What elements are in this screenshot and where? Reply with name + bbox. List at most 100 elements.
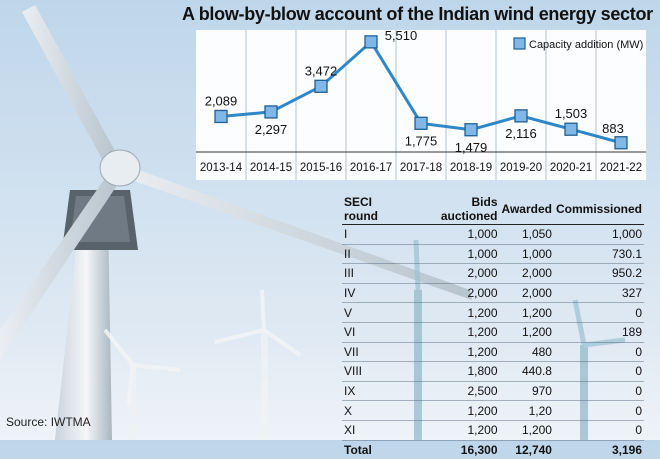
legend-swatch bbox=[514, 38, 525, 49]
table-cell: III bbox=[342, 264, 410, 284]
x-tick-label: 2015-16 bbox=[300, 162, 342, 174]
data-point bbox=[365, 36, 377, 48]
table-cell: VIII bbox=[342, 362, 410, 382]
small-turbine bbox=[215, 290, 300, 440]
table-cell: 1,20 bbox=[500, 401, 554, 421]
table-cell: 0 bbox=[554, 381, 644, 401]
x-tick-label: 2019-20 bbox=[500, 162, 542, 174]
data-point bbox=[315, 80, 327, 92]
table-cell: 1,200 bbox=[410, 322, 499, 342]
table-cell: 440.8 bbox=[500, 362, 554, 382]
table-cell: 1,000 bbox=[410, 225, 499, 245]
table-cell: 0 bbox=[554, 401, 644, 421]
data-point bbox=[215, 110, 227, 122]
table-cell: 1,000 bbox=[554, 225, 644, 245]
table-cell: 2,000 bbox=[410, 264, 499, 284]
table-cell: XI bbox=[342, 420, 410, 440]
data-point bbox=[465, 124, 477, 136]
data-point bbox=[415, 117, 427, 129]
table-cell: Total bbox=[342, 440, 410, 459]
table-cell: 2,000 bbox=[500, 283, 554, 303]
table-cell: 0 bbox=[554, 420, 644, 440]
table-cell: 1,200 bbox=[410, 303, 499, 323]
table-cell: 0 bbox=[554, 362, 644, 382]
data-label: 2,089 bbox=[205, 93, 238, 108]
table-cell: X bbox=[342, 401, 410, 421]
table-cell: 480 bbox=[500, 342, 554, 362]
table-cell: 1,050 bbox=[500, 225, 554, 245]
table-cell: 1,000 bbox=[500, 244, 554, 264]
table-cell: 2,500 bbox=[410, 381, 499, 401]
x-tick-label: 2014-15 bbox=[250, 162, 292, 174]
x-tick-labels: 2013-14 2014-15 2015-16 2016-17 2017-18 2018-… bbox=[200, 162, 642, 174]
data-label: 5,510 bbox=[385, 28, 418, 43]
table-cell: 950.2 bbox=[554, 264, 644, 284]
table-cell: 1,200 bbox=[500, 303, 554, 323]
table-cell: 1,200 bbox=[410, 401, 499, 421]
table-cell: 1,200 bbox=[500, 420, 554, 440]
table-cell: 970 bbox=[500, 381, 554, 401]
data-label: 2,297 bbox=[255, 122, 288, 137]
x-tick-label: 2017-18 bbox=[400, 162, 442, 174]
table-cell: IV bbox=[342, 283, 410, 303]
table-cell: II bbox=[342, 244, 410, 264]
data-label: 3,472 bbox=[305, 63, 338, 78]
x-tick-label: 2016-17 bbox=[350, 162, 392, 174]
table-cell: 3,196 bbox=[554, 440, 644, 459]
small-turbine bbox=[105, 330, 180, 440]
legend: Capacity addition (MW) bbox=[514, 38, 643, 51]
table-cell: 2,000 bbox=[410, 283, 499, 303]
data-point bbox=[565, 123, 577, 135]
table-cell: 189 bbox=[554, 322, 644, 342]
table-cell: 12,740 bbox=[500, 440, 554, 459]
data-label: 1,479 bbox=[455, 140, 488, 155]
data-point bbox=[515, 110, 527, 122]
table-cell: 0 bbox=[554, 342, 644, 362]
data-label: 1,775 bbox=[405, 133, 438, 148]
column-header: Awarded bbox=[500, 195, 554, 225]
table-cell: 730.1 bbox=[554, 244, 644, 264]
table-cell: 1,200 bbox=[500, 322, 554, 342]
capacity-line-chart: 2013-14 2014-15 2015-16 2016-17 2017-18 2018-… bbox=[0, 0, 660, 200]
legend-label: Capacity addition (MW) bbox=[529, 39, 643, 51]
data-label: 2,116 bbox=[505, 126, 537, 141]
data-label: 883 bbox=[602, 121, 624, 136]
table-cell: IX bbox=[342, 381, 410, 401]
data-point bbox=[615, 137, 627, 149]
data-label: 1,503 bbox=[555, 106, 588, 121]
table-cell: VI bbox=[342, 322, 410, 342]
table-cell: 327 bbox=[554, 283, 644, 303]
table-cell: 16,300 bbox=[410, 440, 499, 459]
column-header: Bids auctioned bbox=[410, 195, 499, 225]
column-header: SECI round bbox=[342, 195, 410, 225]
data-point bbox=[265, 106, 277, 118]
table-cell: I bbox=[342, 225, 410, 245]
table-cell: 1,800 bbox=[410, 362, 499, 382]
table-cell: 1,000 bbox=[410, 244, 499, 264]
x-tick-label: 2013-14 bbox=[200, 162, 243, 174]
x-tick-label: 2018-19 bbox=[450, 162, 492, 174]
x-tick-label: 2021-22 bbox=[600, 162, 642, 174]
table-cell: 1,200 bbox=[410, 342, 499, 362]
table-cell: 2,000 bbox=[500, 264, 554, 284]
source-note: Source: IWTMA bbox=[6, 415, 91, 429]
table-cell: 0 bbox=[554, 303, 644, 323]
table-cell: V bbox=[342, 303, 410, 323]
x-tick-label: 2020-21 bbox=[550, 162, 592, 174]
plot-area bbox=[196, 30, 646, 180]
